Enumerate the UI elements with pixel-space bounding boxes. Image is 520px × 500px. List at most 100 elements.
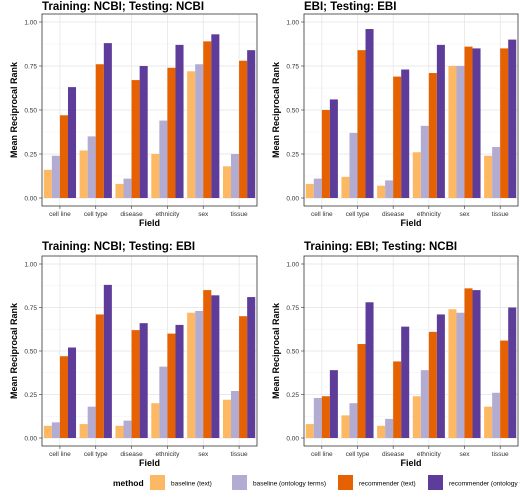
bar xyxy=(59,115,68,198)
x-tick-label: ethnicity xyxy=(417,451,442,458)
legend-label: recommender (ontology terms) xyxy=(449,481,520,488)
bar xyxy=(341,176,350,198)
y-tick-label: 1.00 xyxy=(286,19,299,26)
bar xyxy=(492,392,501,438)
x-tick-label: cell type xyxy=(346,211,370,218)
bar xyxy=(428,331,437,438)
bar xyxy=(420,370,429,438)
bar xyxy=(67,87,77,198)
bar xyxy=(222,166,232,198)
x-tick-label: disease xyxy=(120,211,143,218)
x-tick-label: tissue xyxy=(492,211,509,218)
y-axis-title: Mean Reciprocal Rank xyxy=(9,302,19,399)
bar xyxy=(448,309,457,438)
bar xyxy=(365,29,374,198)
bar xyxy=(313,178,322,198)
bar xyxy=(211,295,220,438)
bar xyxy=(195,64,204,199)
bar xyxy=(472,290,481,438)
bar xyxy=(79,150,88,198)
bar xyxy=(175,44,184,198)
y-axis-title: Mean Reciprocal Rank xyxy=(271,302,281,399)
bar xyxy=(393,361,402,438)
legend-title: method xyxy=(113,478,144,488)
bar xyxy=(167,333,176,438)
x-tick-label: sex xyxy=(459,211,470,218)
x-tick-label: tissue xyxy=(231,451,248,458)
bar xyxy=(456,66,465,198)
bar xyxy=(412,396,421,438)
x-tick-label: ethnicity xyxy=(155,211,180,218)
plot-border xyxy=(41,13,258,207)
x-tick-label: tissue xyxy=(492,451,509,458)
panel-title: Training: NCBI; Testing: EBI xyxy=(42,241,195,253)
y-tick-label: 0.25 xyxy=(24,392,37,399)
bar xyxy=(151,154,160,198)
bar xyxy=(436,314,445,438)
y-tick-label: 0.75 xyxy=(24,305,37,312)
y-tick-label: 1.00 xyxy=(24,19,37,26)
bar xyxy=(43,169,52,198)
bar xyxy=(436,44,445,198)
legend-swatch xyxy=(338,475,353,490)
y-tick-label: 0.25 xyxy=(286,392,299,399)
bar xyxy=(139,66,148,198)
legend-swatch xyxy=(232,475,247,490)
bar xyxy=(313,397,322,438)
bar xyxy=(341,415,350,438)
bar xyxy=(329,370,338,438)
bar xyxy=(385,418,394,438)
y-tick-label: 0.25 xyxy=(24,151,37,158)
y-tick-label: 0.50 xyxy=(286,348,299,355)
bar xyxy=(231,391,240,438)
bar xyxy=(203,41,212,198)
y-tick-label: 0.25 xyxy=(286,151,299,158)
bar xyxy=(239,316,248,438)
bar xyxy=(321,396,330,438)
bar xyxy=(95,314,104,438)
y-tick-label: 1.00 xyxy=(24,261,37,268)
bar xyxy=(484,406,493,438)
bar xyxy=(175,324,184,438)
x-tick-label: cell line xyxy=(311,211,333,218)
x-axis-title: Field xyxy=(139,458,160,468)
bar xyxy=(484,155,493,198)
bar xyxy=(187,71,196,198)
bar xyxy=(401,69,410,199)
y-tick-label: 0.00 xyxy=(286,195,299,202)
bar xyxy=(51,155,60,198)
bar xyxy=(500,340,509,438)
bar xyxy=(428,73,437,198)
bar xyxy=(508,39,517,198)
bar xyxy=(500,48,509,199)
bar xyxy=(247,50,256,198)
y-tick-label: 0.00 xyxy=(24,195,37,202)
x-tick-label: sex xyxy=(459,451,470,458)
y-tick-label: 0.75 xyxy=(24,63,37,70)
bar xyxy=(492,146,501,198)
bar xyxy=(115,425,124,438)
bar xyxy=(365,302,374,438)
bar xyxy=(420,125,429,198)
plot-border xyxy=(303,255,519,447)
legend-label: baseline (ontology terms) xyxy=(253,481,326,488)
y-tick-label: 0.50 xyxy=(24,107,37,114)
bar xyxy=(305,424,314,438)
bar xyxy=(448,66,457,198)
bar xyxy=(412,152,421,198)
bar xyxy=(103,43,112,199)
bar xyxy=(329,99,338,198)
bar xyxy=(305,183,314,198)
bar xyxy=(103,284,112,438)
bar xyxy=(187,312,196,438)
bar xyxy=(123,178,132,198)
x-tick-label: disease xyxy=(120,451,143,458)
bar xyxy=(211,34,220,198)
legend-swatch xyxy=(150,475,165,490)
y-tick-label: 0.50 xyxy=(24,348,37,355)
bar xyxy=(151,403,160,438)
bar xyxy=(67,347,77,438)
y-axis-title: Mean Reciprocal Rank xyxy=(9,61,19,158)
bar xyxy=(139,323,148,438)
